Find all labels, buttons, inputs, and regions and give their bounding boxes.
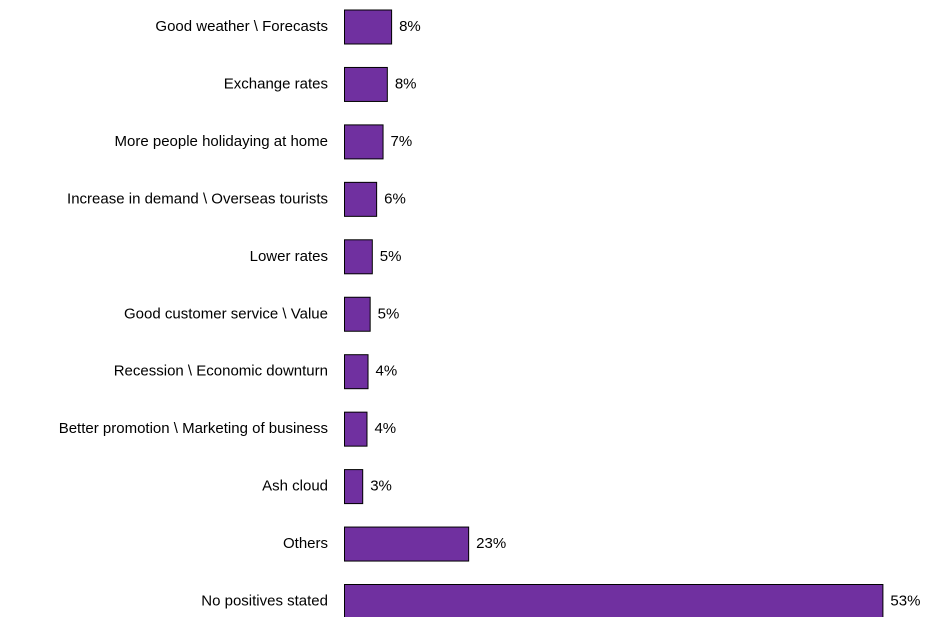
- category-label: Recession \ Economic downturn: [114, 363, 328, 380]
- category-label: Lower rates: [250, 248, 328, 265]
- value-label: 7%: [391, 133, 413, 150]
- bar: [344, 354, 369, 390]
- category-label: Better promotion \ Marketing of business: [59, 420, 328, 437]
- value-label: 8%: [399, 18, 421, 35]
- value-label: 6%: [384, 190, 406, 207]
- bar: [344, 9, 393, 45]
- bar: [344, 239, 373, 275]
- category-label: Good customer service \ Value: [124, 305, 328, 322]
- category-label: Good weather \ Forecasts: [155, 18, 328, 35]
- bar: [344, 124, 384, 160]
- value-label: 8%: [395, 75, 417, 92]
- bar: [344, 584, 884, 617]
- bar: [344, 66, 388, 102]
- value-label: 5%: [378, 305, 400, 322]
- category-label: Exchange rates: [224, 75, 328, 92]
- bar: [344, 181, 378, 217]
- category-label: More people holidaying at home: [115, 133, 328, 150]
- bar: [344, 469, 364, 505]
- bar: [344, 411, 368, 447]
- category-label: Others: [283, 535, 328, 552]
- category-labels-group: Good weather \ Forecasts Exchange rates Mo…: [59, 18, 328, 610]
- value-label: 5%: [380, 248, 402, 265]
- value-label: 23%: [476, 535, 506, 552]
- value-label: 4%: [374, 420, 396, 437]
- value-labels-group: 8% 8% 7% 6% 5% 5% 4% 4% 3% 23% 53%: [370, 18, 920, 610]
- value-label: 4%: [376, 363, 398, 380]
- category-label: No positives stated: [201, 593, 328, 610]
- category-label: Ash cloud: [262, 478, 328, 495]
- bar: [344, 526, 470, 562]
- bars-group: [344, 9, 884, 617]
- value-label: 53%: [890, 593, 920, 610]
- bar: [344, 296, 371, 332]
- category-label: Increase in demand \ Overseas tourists: [67, 190, 328, 207]
- value-label: 3%: [370, 478, 392, 495]
